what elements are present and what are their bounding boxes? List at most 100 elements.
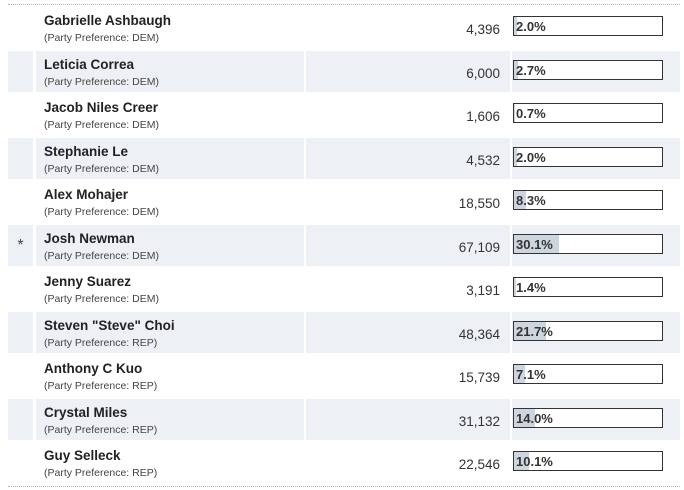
candidate-name-cell: Crystal Miles (Party Preference: REP)	[36, 398, 304, 440]
percent-bar-fill	[514, 17, 517, 35]
vote-count: 6,000	[466, 65, 500, 81]
vote-count-cell: 22,546	[306, 442, 510, 484]
vote-count-cell: 1,606	[306, 94, 510, 136]
percent-label: 10.1%	[516, 454, 553, 469]
vote-count: 4,532	[466, 152, 500, 168]
vote-count-cell: 4,532	[306, 137, 510, 179]
vote-count-cell: 6,000	[306, 50, 510, 92]
party-preference: (Party Preference: DEM)	[44, 206, 159, 218]
candidate-name-cell: Josh Newman (Party Preference: DEM)	[36, 224, 304, 266]
percent-bar-fill	[514, 408, 535, 427]
percent-cell: 7.1%	[512, 355, 680, 397]
party-preference: (Party Preference: REP)	[44, 336, 158, 349]
winner-marker-cell	[8, 181, 33, 223]
winner-marker-cell	[8, 268, 33, 310]
party-preference: (Party Preference: DEM)	[44, 119, 159, 131]
winner-marker: *	[17, 236, 24, 254]
percent-label: 7.1%	[516, 367, 546, 382]
percent-bar: 2.0%	[513, 146, 663, 167]
percent-label: 2.7%	[516, 62, 546, 78]
vote-count: 48,364	[458, 326, 500, 342]
vote-count: 67,109	[458, 239, 500, 255]
vote-count-cell: 18,550	[306, 181, 510, 223]
candidate-name: Steven "Steve" Choi	[44, 317, 175, 333]
winner-marker-cell	[8, 94, 33, 136]
vote-count-cell: 48,364	[306, 311, 510, 353]
percent-bar: 2.0%	[513, 16, 663, 36]
winner-marker-cell	[8, 442, 33, 484]
vote-count: 3,191	[466, 283, 500, 298]
vote-count-cell: 4,396	[306, 7, 510, 49]
candidate-name-cell: Jacob Niles Creer (Party Preference: DEM…	[36, 94, 304, 136]
percent-label: 30.1%	[516, 236, 553, 252]
party-preference: (Party Preference: REP)	[44, 380, 158, 392]
percent-cell: 30.1%	[512, 224, 680, 266]
candidate-name: Gabrielle Ashbaugh	[44, 13, 172, 28]
percent-cell: 2.0%	[512, 7, 680, 49]
candidate-name-cell: Steven "Steve" Choi (Party Preference: R…	[36, 311, 304, 353]
party-preference: (Party Preference: DEM)	[44, 75, 159, 88]
candidate-row: Jacob Niles Creer (Party Preference: DEM…	[8, 93, 680, 137]
percent-cell: 14.0%	[512, 398, 680, 440]
candidate-row: Gabrielle Ashbaugh (Party Preference: DE…	[8, 6, 680, 50]
vote-count-cell: 3,191	[306, 268, 510, 310]
percent-bar: 2.7%	[513, 59, 663, 80]
candidate-name-cell: Guy Selleck (Party Preference: REP)	[36, 442, 304, 484]
percent-label: 1.4%	[516, 280, 546, 295]
percent-label: 21.7%	[516, 323, 553, 339]
vote-count-cell: 15,739	[306, 355, 510, 397]
candidate-row: Jenny Suarez (Party Preference: DEM) 3,1…	[8, 267, 680, 311]
percent-bar: 1.4%	[513, 277, 663, 297]
candidate-name: Stephanie Le	[44, 143, 129, 159]
party-preference: (Party Preference: DEM)	[44, 249, 159, 262]
candidate-name: Leticia Correa	[44, 56, 135, 72]
party-preference: (Party Preference: REP)	[44, 467, 158, 479]
candidate-row: Steven "Steve" Choi (Party Preference: R…	[8, 311, 680, 355]
candidate-name: Jenny Suarez	[44, 274, 132, 289]
winner-marker-cell: *	[8, 224, 33, 266]
candidate-name-cell: Leticia Correa (Party Preference: DEM)	[36, 50, 304, 92]
winner-marker-cell	[8, 311, 33, 353]
candidate-name: Jacob Niles Creer	[44, 100, 159, 115]
percent-bar-fill	[514, 452, 529, 470]
percent-cell: 2.7%	[512, 50, 680, 92]
candidate-name-cell: Stephanie Le (Party Preference: DEM)	[36, 137, 304, 179]
percent-cell: 10.1%	[512, 442, 680, 484]
percent-label: 14.0%	[516, 410, 553, 426]
vote-count: 4,396	[466, 22, 500, 37]
party-preference: (Party Preference: DEM)	[44, 162, 159, 175]
percent-cell: 8.3%	[512, 181, 680, 223]
candidate-name-cell: Alex Mohajer (Party Preference: DEM)	[36, 181, 304, 223]
candidate-row: Alex Mohajer (Party Preference: DEM) 18,…	[8, 180, 680, 224]
vote-count: 1,606	[466, 109, 500, 124]
candidate-row: Guy Selleck (Party Preference: REP) 22,5…	[8, 441, 680, 485]
vote-count: 15,739	[458, 370, 500, 385]
vote-count-cell: 31,132	[306, 398, 510, 440]
candidate-name: Anthony C Kuo	[44, 361, 143, 376]
percent-bar-fill	[514, 147, 517, 166]
vote-count: 31,132	[458, 413, 500, 429]
percent-label: 8.3%	[516, 193, 546, 208]
percent-label: 0.7%	[516, 106, 546, 121]
party-preference: (Party Preference: DEM)	[44, 32, 159, 44]
percent-bar-fill	[514, 60, 518, 79]
vote-count-cell: 67,109	[306, 224, 510, 266]
candidate-name: Crystal Miles	[44, 404, 128, 420]
candidate-name-cell: Anthony C Kuo (Party Preference: REP)	[36, 355, 304, 397]
percent-bar-fill	[514, 365, 525, 383]
winner-marker-cell	[8, 355, 33, 397]
candidate-row: * Josh Newman (Party Preference: DEM) 67…	[8, 224, 680, 268]
percent-label: 2.0%	[516, 19, 546, 34]
percent-bar: 30.1%	[513, 233, 663, 254]
percent-bar-fill	[514, 104, 516, 122]
percent-bar: 8.3%	[513, 190, 663, 210]
percent-bar: 7.1%	[513, 364, 663, 384]
winner-marker-cell	[8, 398, 33, 440]
candidate-name-cell: Jenny Suarez (Party Preference: DEM)	[36, 268, 304, 310]
candidate-name: Josh Newman	[44, 230, 135, 246]
party-preference: (Party Preference: DEM)	[44, 293, 159, 305]
percent-bar-fill	[514, 278, 517, 296]
candidate-row: Anthony C Kuo (Party Preference: REP) 15…	[8, 354, 680, 398]
vote-count: 22,546	[458, 457, 500, 472]
